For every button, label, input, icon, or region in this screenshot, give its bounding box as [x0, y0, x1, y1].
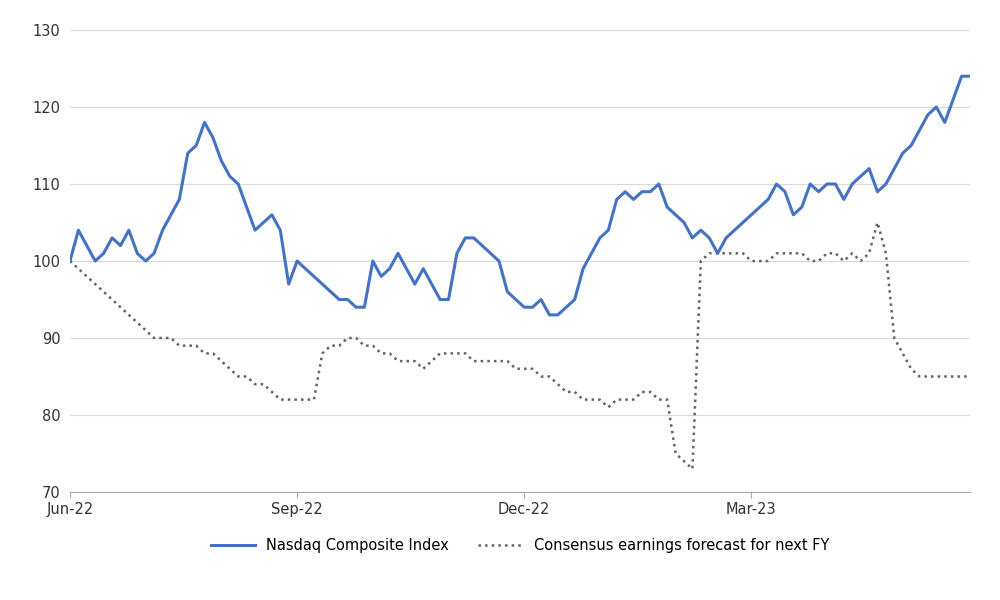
Nasdaq Composite Index — [787, 211, 799, 218]
Nasdaq Composite Index — [485, 250, 497, 257]
Consensus earnings forecast for next FY — [964, 373, 976, 380]
Legend: Nasdaq Composite Index, Consensus earnings forecast for next FY: Nasdaq Composite Index, Consensus earnin… — [205, 532, 835, 559]
Consensus earnings forecast for next FY — [787, 250, 799, 257]
Nasdaq Composite Index — [964, 73, 976, 80]
Consensus earnings forecast for next FY — [64, 257, 76, 265]
Nasdaq Composite Index — [956, 73, 968, 80]
Line: Consensus earnings forecast for next FY: Consensus earnings forecast for next FY — [70, 223, 970, 469]
Consensus earnings forecast for next FY — [157, 334, 169, 341]
Consensus earnings forecast for next FY — [207, 350, 219, 357]
Nasdaq Composite Index — [846, 181, 858, 188]
Consensus earnings forecast for next FY — [686, 466, 698, 473]
Consensus earnings forecast for next FY — [846, 250, 858, 257]
Nasdaq Composite Index — [863, 165, 875, 172]
Consensus earnings forecast for next FY — [485, 358, 497, 365]
Nasdaq Composite Index — [207, 134, 219, 142]
Nasdaq Composite Index — [64, 257, 76, 265]
Nasdaq Composite Index — [543, 311, 555, 319]
Consensus earnings forecast for next FY — [863, 250, 875, 257]
Line: Nasdaq Composite Index: Nasdaq Composite Index — [70, 76, 970, 315]
Consensus earnings forecast for next FY — [871, 219, 883, 226]
Nasdaq Composite Index — [157, 227, 169, 234]
